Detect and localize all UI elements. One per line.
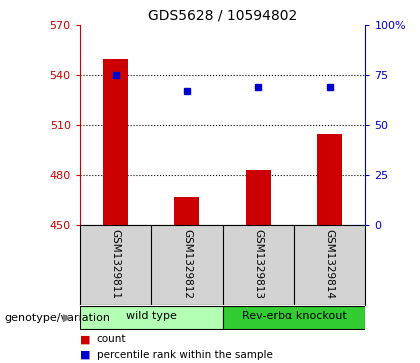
Text: GSM1329814: GSM1329814	[325, 229, 335, 299]
Title: GDS5628 / 10594802: GDS5628 / 10594802	[148, 9, 297, 23]
Bar	[246, 170, 271, 225]
Bar	[103, 59, 128, 225]
Text: genotype/variation: genotype/variation	[4, 313, 110, 323]
Text: ■: ■	[80, 334, 90, 344]
Text: GSM1329813: GSM1329813	[253, 229, 263, 299]
Text: wild type: wild type	[126, 311, 177, 321]
Bar	[317, 134, 342, 225]
Text: ▶: ▶	[63, 313, 71, 323]
Text: count: count	[97, 334, 126, 344]
Text: ■: ■	[80, 350, 90, 360]
FancyBboxPatch shape	[80, 306, 223, 329]
FancyBboxPatch shape	[223, 306, 365, 329]
Text: GSM1329812: GSM1329812	[182, 229, 192, 299]
Text: percentile rank within the sample: percentile rank within the sample	[97, 350, 273, 360]
Text: GSM1329811: GSM1329811	[110, 229, 121, 299]
Bar	[174, 197, 199, 225]
Text: Rev-erbα knockout: Rev-erbα knockout	[241, 311, 346, 321]
